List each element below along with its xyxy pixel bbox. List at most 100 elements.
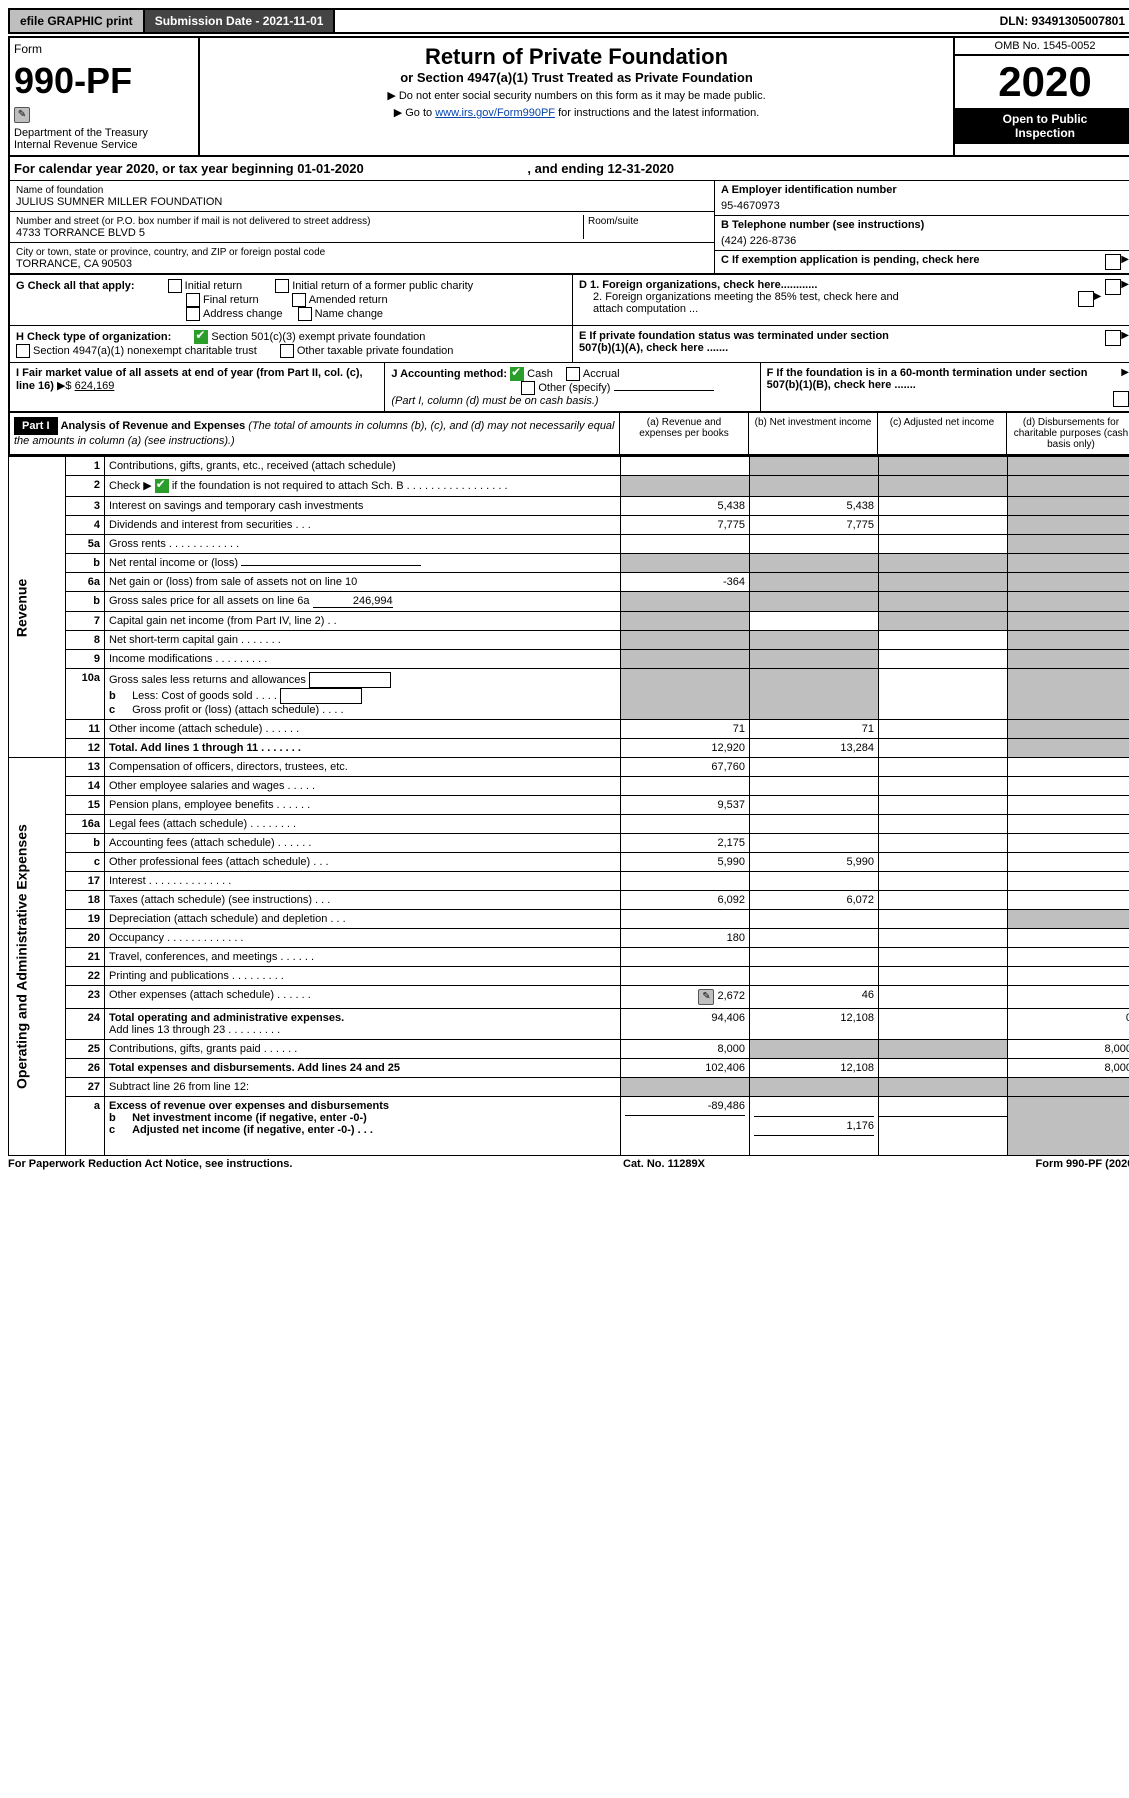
c-checkbox[interactable] [1105,254,1121,270]
efile-print-button[interactable]: efile GRAPHIC print [10,10,145,32]
val-23a: ✎ 2,672 [621,986,750,1009]
ln-8: 8 [66,631,105,650]
desc-9: Income modifications . . . . . . . . . [105,650,621,669]
h-section: H Check type of organization: Section 50… [10,326,573,362]
ln-18: 18 [66,891,105,910]
col-a-header: (a) Revenue and expenses per books [619,413,748,454]
desc-25: Contributions, gifts, grants paid . . . … [105,1040,621,1059]
desc-2: Check ▶ if the foundation is not require… [105,476,621,497]
h-501c3-checkbox[interactable] [194,330,208,344]
ln-2: 2 [66,476,105,497]
val-18b: 6,072 [750,891,879,910]
checks-section: G Check all that apply: Initial return I… [8,275,1129,413]
ln-22: 22 [66,967,105,986]
table-row: 27Subtract line 26 from line 12: [9,1078,1129,1097]
form-title: Return of Private Foundation [206,44,947,70]
val-11b: 71 [750,720,879,739]
val-24b: 12,108 [750,1009,879,1040]
h-opt1: Section 501(c)(3) exempt private foundat… [211,331,425,343]
arrow-icon: ▶ [1121,254,1129,265]
table-row: 2Check ▶ if the foundation is not requir… [9,476,1129,497]
col-b-header: (b) Net investment income [748,413,877,454]
g-initial-former-checkbox[interactable] [275,279,289,293]
table-row: 22Printing and publications . . . . . . … [9,967,1129,986]
table-row: 16aLegal fees (attach schedule) . . . . … [9,815,1129,834]
g-initial-return-checkbox[interactable] [168,279,182,293]
h-4947-checkbox[interactable] [16,344,30,358]
h-other-checkbox[interactable] [280,344,294,358]
street-address: 4733 TORRANCE BLVD 5 [16,227,145,239]
desc-16a: Legal fees (attach schedule) . . . . . .… [105,815,621,834]
desc-27c: Adjusted net income (if negative, enter … [132,1124,373,1136]
ln-27: 27 [66,1078,105,1097]
table-row: 10aGross sales less returns and allowanc… [9,669,1129,720]
desc-5a: Gross rents . . . . . . . . . . . . [105,535,621,554]
g-final-checkbox[interactable] [186,293,200,307]
topbar-left: efile GRAPHIC print Submission Date - 20… [10,10,335,32]
ln-19: 19 [66,910,105,929]
d1-checkbox[interactable] [1105,279,1121,295]
attachment-icon[interactable]: ✎ [14,107,30,123]
attachment-icon[interactable]: ✎ [698,989,714,1005]
table-row: 18Taxes (attach schedule) (see instructi… [9,891,1129,910]
form990pf-link[interactable]: www.irs.gov/Form990PF [435,107,555,119]
j-accrual-checkbox[interactable] [566,367,580,381]
form-header-left: Form 990-PF ✎ Department of the Treasury… [10,38,200,155]
table-row: 12Total. Add lines 1 through 11 . . . . … [9,739,1129,758]
top-bar: efile GRAPHIC print Submission Date - 20… [8,8,1129,34]
g-r3: Final return [203,294,259,306]
val-15a: 9,537 [621,796,750,815]
ln-10c: c [109,704,129,716]
d1-label: D 1. Foreign organizations, check here..… [579,279,817,291]
page-footer: For Paperwork Reduction Act Notice, see … [8,1158,1129,1170]
g-address-checkbox[interactable] [186,307,200,321]
desc-16b: Accounting fees (attach schedule) . . . … [105,834,621,853]
ln-16c: c [66,853,105,872]
desc-17: Interest . . . . . . . . . . . . . . [105,872,621,891]
g-section: G Check all that apply: Initial return I… [10,275,573,325]
ln-6b: b [66,592,105,612]
inspect1: Open to Public [959,112,1129,126]
table-row: 6aNet gain or (loss) from sale of assets… [9,573,1129,592]
h-label: H Check type of organization: [16,331,171,343]
val-13a: 67,760 [621,758,750,777]
ln-6a: 6a [66,573,105,592]
omb-label: OMB No. 1545-0052 [955,38,1129,56]
table-row: 5aGross rents . . . . . . . . . . . . [9,535,1129,554]
calendar-year-row: For calendar year 2020, or tax year begi… [8,157,1129,181]
table-row: Revenue 1Contributions, gifts, grants, e… [9,457,1129,476]
ln-7: 7 [66,612,105,631]
arrow-icon: ▶ [1121,330,1129,341]
i-section: I Fair market value of all assets at end… [10,363,385,411]
ln-10a: 10a [66,669,105,720]
footer-left: For Paperwork Reduction Act Notice, see … [8,1158,292,1170]
ein-label: A Employer identification number [721,184,897,196]
desc-27b: Net investment income (if negative, ente… [132,1112,367,1124]
j-cash-checkbox[interactable] [510,367,524,381]
f-checkbox[interactable] [1113,391,1129,407]
table-row: 15Pension plans, employee benefits . . .… [9,796,1129,815]
part1-table: Revenue 1Contributions, gifts, grants, e… [8,456,1129,1156]
schb-checkbox[interactable] [155,479,169,493]
g-name-checkbox[interactable] [298,307,312,321]
j-other-checkbox[interactable] [521,381,535,395]
city-value: TORRANCE, CA 90503 [16,258,132,270]
table-row: 25Contributions, gifts, grants paid . . … [9,1040,1129,1059]
desc-6b: Gross sales price for all assets on line… [105,592,621,612]
ln-5b: b [66,554,105,573]
val-16cb: 5,990 [750,853,879,872]
e-checkbox[interactable] [1105,330,1121,346]
ln-21: 21 [66,948,105,967]
g-amended-checkbox[interactable] [292,293,306,307]
entity-right: A Employer identification number 95-4670… [714,181,1129,273]
ln-14: 14 [66,777,105,796]
desc-10c: Gross profit or (loss) (attach schedule)… [132,704,344,716]
val-16ca: 5,990 [621,853,750,872]
d2-checkbox[interactable] [1078,291,1094,307]
desc-21: Travel, conferences, and meetings . . . … [105,948,621,967]
col-b-27: 1,176 [750,1097,879,1156]
col-a-27: -89,486 [621,1097,750,1156]
val-11a: 71 [621,720,750,739]
desc-18: Taxes (attach schedule) (see instruction… [105,891,621,910]
desc-15: Pension plans, employee benefits . . . .… [105,796,621,815]
